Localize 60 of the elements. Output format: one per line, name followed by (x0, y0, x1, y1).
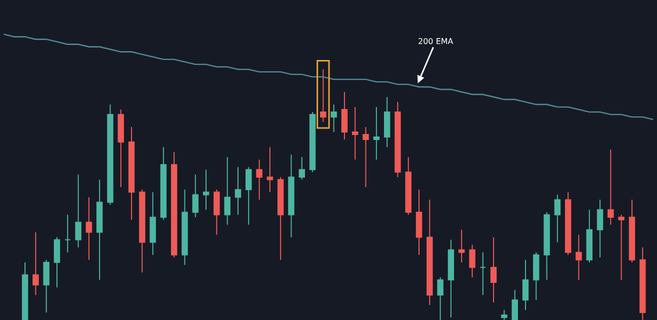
candlestick (277, 176, 284, 260)
candlestick (202, 169, 210, 210)
candlestick (533, 252, 540, 300)
candlestick (405, 156, 412, 216)
candlestick (512, 289, 518, 320)
candlestick (150, 192, 156, 256)
candlestick (618, 214, 624, 280)
candlestick (480, 252, 486, 296)
candlestick (288, 154, 294, 238)
candlestick (458, 229, 465, 263)
text: 200 EMA (418, 37, 454, 46)
candlestick (320, 68, 326, 123)
candlestick (234, 166, 242, 216)
candlestick (266, 146, 274, 193)
candlestick (576, 234, 582, 280)
candlestick (373, 106, 380, 160)
candlestick (139, 189, 146, 273)
candlestick (628, 199, 636, 263)
candlestick (448, 239, 454, 318)
candlestick (640, 246, 646, 320)
candlestick (596, 199, 604, 258)
candlestick (214, 189, 220, 236)
candlestick (586, 209, 592, 263)
candlestick (96, 179, 103, 280)
candlestick (362, 126, 369, 188)
candlestick (107, 104, 114, 206)
candlestick (437, 276, 444, 320)
candlestick (309, 111, 316, 173)
candlestick (118, 108, 124, 188)
candlestick (394, 101, 401, 178)
candlestick (341, 91, 348, 140)
candlestick (564, 192, 572, 256)
candlestick (160, 146, 167, 220)
candlestick (384, 96, 390, 148)
candlestick (544, 212, 550, 280)
candlestick (246, 166, 252, 226)
candlestick (352, 106, 358, 160)
candlestick (64, 214, 71, 253)
candlestick (22, 262, 28, 320)
candlestick (416, 189, 422, 256)
candlestick (608, 149, 614, 226)
candlestick (32, 232, 39, 296)
candlestick (256, 159, 262, 200)
candlestick (490, 236, 497, 303)
candlestick (224, 156, 230, 226)
candlestick (86, 196, 92, 260)
candlestick (554, 194, 561, 243)
candlestick (128, 126, 135, 220)
candlestick (75, 174, 82, 248)
candlestick (54, 236, 60, 288)
candlestick (501, 309, 508, 320)
candlestick (182, 189, 188, 266)
candlestick (43, 259, 50, 313)
candlestick (330, 104, 337, 133)
candlestick (192, 174, 199, 218)
candlestick (170, 152, 178, 258)
candlestick (522, 259, 529, 310)
candlestick (298, 156, 305, 180)
candlestick (426, 199, 433, 306)
candlestick (469, 244, 476, 278)
